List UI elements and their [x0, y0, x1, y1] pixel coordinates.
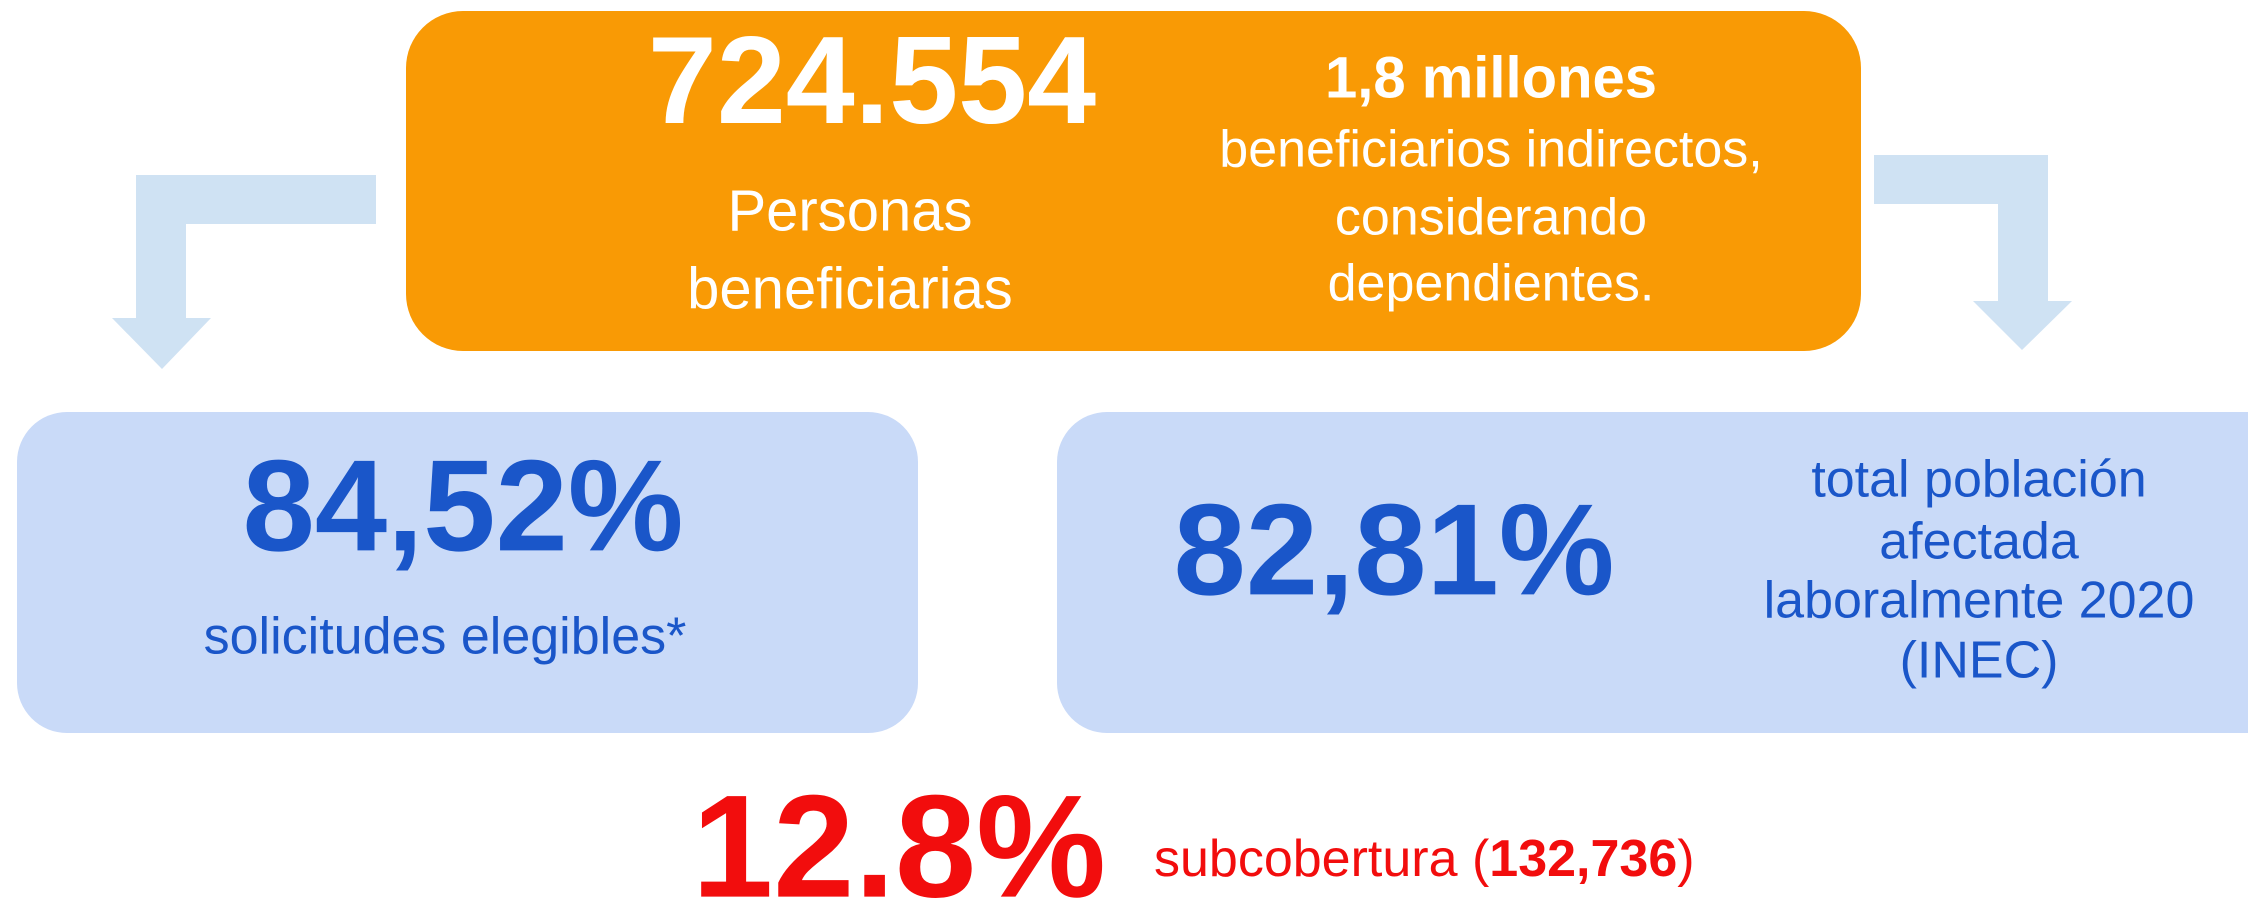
right-arrow: [1874, 155, 2072, 350]
indirect-line: dependientes.: [1328, 255, 1655, 313]
footer-count: 132,736: [1489, 830, 1677, 888]
left-arrow: [112, 175, 376, 369]
left-number: 84,52%: [243, 432, 684, 578]
right-number: 82,81%: [1174, 476, 1615, 622]
indirect-line: beneficiarios indirectos,: [1219, 121, 1762, 179]
headline-number: 724.554: [648, 12, 1096, 150]
right-line: laboralmente 2020: [1764, 572, 2195, 630]
right-line: total población: [1811, 451, 2146, 509]
footer-label: subcobertura (132,736): [1154, 830, 1695, 888]
indirect-title: 1,8 millones: [1325, 45, 1657, 110]
right-line: afectada: [1879, 513, 2079, 571]
headline-label: beneficiarias: [687, 256, 1013, 321]
left-label: solicitudes elegibles*: [204, 608, 687, 666]
left-card: [17, 412, 918, 733]
right-line: (INEC): [1900, 632, 2059, 690]
right-card: [1057, 412, 2248, 733]
footer-number: 12.8%: [692, 765, 1106, 905]
headline-label: Personas: [727, 178, 972, 243]
indirect-line: considerando: [1335, 189, 1647, 247]
footer-text: subcobertura (: [1154, 830, 1490, 888]
headline-box: [406, 11, 1861, 351]
footer-close: ): [1677, 830, 1694, 888]
